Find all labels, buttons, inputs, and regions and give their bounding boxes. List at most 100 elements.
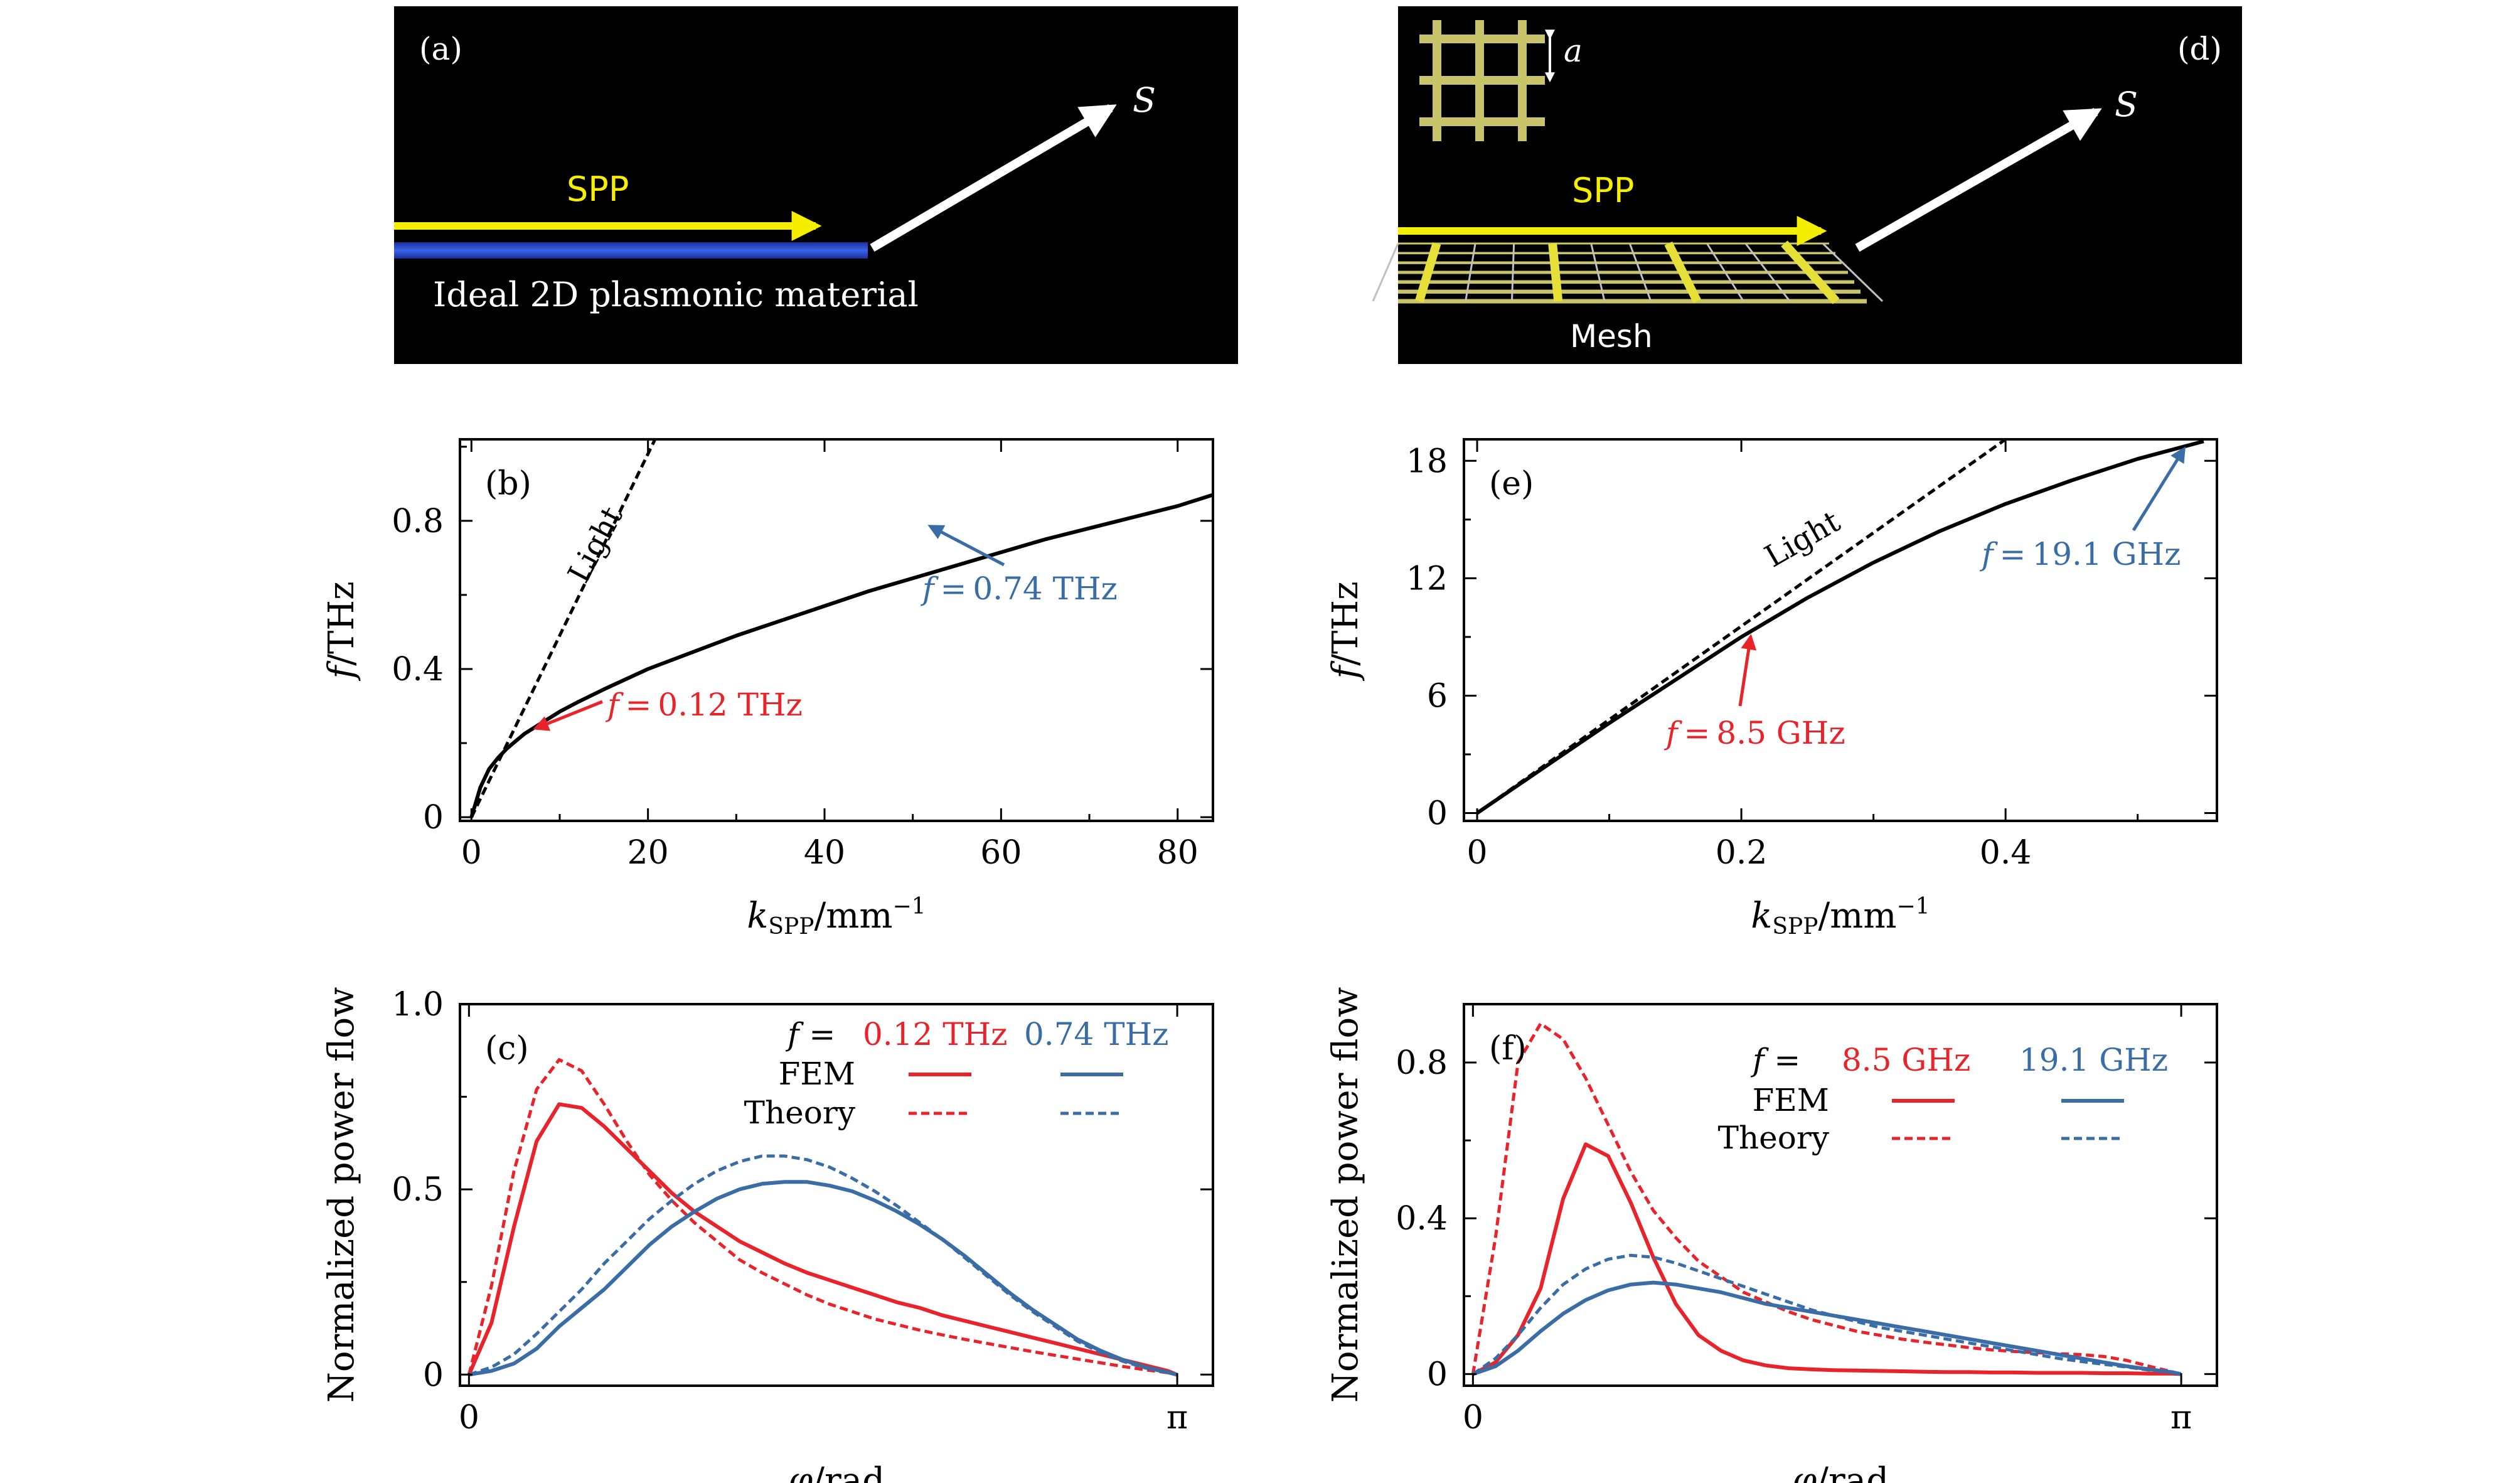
x-axis-label: φ/rad [788,1460,885,1483]
spp-label-d: SPP [1572,171,1634,210]
legend-row-fem: FEM [779,1056,855,1092]
x-label-sup: −1 [1897,894,1930,919]
y-tick-label: 0 [423,1356,444,1394]
legend-col-2: 19.1 GHz [2019,1042,2168,1078]
mesh-column [1548,243,1563,302]
mesh-column [1781,240,1840,304]
legend-row-theory: Theory [1718,1120,1830,1156]
x-axis-label: kSPP/mm−1 [1751,894,1930,940]
series-line [468,1180,1178,1377]
x-label-sub: SPP [1772,914,1818,940]
x-label-main: φ [1792,1460,1817,1483]
series-group [1476,439,2204,815]
x-tick-label: 40 [804,834,845,872]
mesh-column [1744,243,1791,302]
series-line [467,1102,1178,1377]
y-axis-label: f/THz [1325,581,1366,681]
plot-frame [1463,1003,2218,1387]
panel-d-background [1398,6,2242,364]
series-line [1471,1253,2181,1376]
series-line [467,1058,1178,1376]
mesh-unit-cell [1419,20,1545,141]
mesh-column [1590,243,1606,302]
y-axis-label: Normalized power flow [321,987,362,1403]
period-label: a [1564,33,1583,69]
x-tick-label: 0 [461,834,482,872]
material-label: Ideal 2D plasmonic material [433,275,919,314]
plot-frame [1463,438,2218,822]
chart-e: 0 0.2 0.4 0 6 12 18 (e) kSPP/mm−1 f/THz Light f = 1… [1325,438,2218,940]
x-tick-label: 0.4 [1980,834,2032,872]
annotation-arrow [1738,633,1757,707]
chart-f: 0 π 0 0.4 0.8 (f) φ/rad Normalized power flow f … [1325,987,2218,1483]
y-tick-label: 0 [1427,1356,1448,1393]
y-label-unit: /THz [321,581,362,666]
annotation-label: f = 8.5 GHz [1663,715,1845,751]
s-arrow-d [1855,107,2102,252]
mesh-column [1822,242,1884,302]
x-tick-label: 20 [627,834,669,872]
panel-a-background [394,6,1238,364]
x-tick-label: 0 [1463,1399,1483,1437]
chart-c: 0 π 0 0.5 1.0 (c) φ/rad Normalized power flow f … [321,986,1214,1483]
s-label-a: S [1133,80,1156,120]
y-tick-label: 6 [1427,677,1448,715]
panel-a: (a) SPP S Ideal 2D plasmonic material [394,6,1238,364]
x-tick-label: 0 [459,1399,479,1437]
series-group [469,439,1213,818]
s-arrow-a [870,104,1117,252]
light-line-label: Light [1759,504,1846,575]
x-axis-label: kSPP/mm−1 [747,894,926,940]
legend-col-2: 0.74 THz [1024,1016,1169,1052]
x-label-unit: /mm [1818,896,1896,936]
y-axis-label: Normalized power flow [1325,987,1366,1403]
x-label-main: φ [788,1460,813,1483]
x-tick-label: 80 [1157,834,1199,872]
x-tick-label: 0.2 [1716,834,1768,872]
y-tick-label: 0.5 [392,1171,444,1209]
series-line [1471,1022,2182,1376]
y-tick-label: 0 [423,799,444,837]
legend-row-theory: Theory [744,1095,856,1131]
y-tick-label: 0.4 [1396,1200,1448,1238]
y-tick-label: 0.4 [392,651,444,688]
mesh-column [1372,243,1399,302]
series-line [469,493,1213,818]
annotation-arrow [533,700,603,731]
x-axis-label: φ/rad [1792,1460,1889,1483]
plasmonic-layer [394,242,868,259]
annotation-label: f = 0.74 THz [920,570,1118,607]
annotation-label: f = 19.1 GHz [1979,536,2181,572]
panel-a-label: (a) [419,31,462,67]
spp-label-a: SPP [567,169,629,209]
mesh-column [1706,243,1744,302]
y-tick-label: 0 [1427,795,1448,833]
series-line [1476,439,2007,815]
legend-col-1: 0.12 THz [863,1016,1008,1052]
y-tick-label: 1.0 [392,986,444,1024]
series-group [1471,1022,2182,1376]
panel-tag: (f) [1489,1030,1527,1068]
x-label-main: k [1751,896,1772,936]
x-tick-label: 60 [980,834,1022,872]
annotation-arrow [2132,446,2186,532]
annotation-label: f = 0.12 THz [605,687,803,723]
series-line [470,439,657,818]
series-line [1472,1142,2181,1376]
series-line [1476,439,2204,815]
legend-f-label: f = [1750,1042,1800,1078]
mesh-column [1628,243,1652,302]
x-tick-label: 0 [1467,834,1488,872]
panel-d: (d) a SPP S Mesh [1372,6,2242,364]
plot-frame [459,438,1214,822]
mesh-column [1465,243,1476,302]
x-label-sub: SPP [768,914,814,940]
annotation-arrow [927,525,1005,567]
y-axis-label: f/THz [321,581,362,681]
y-tick-label: 0.8 [392,503,444,540]
x-label-unit: /rad [813,1460,885,1483]
series-group [467,1058,1178,1377]
x-label-unit: /rad [1817,1460,1889,1483]
x-label-main: k [747,896,768,936]
